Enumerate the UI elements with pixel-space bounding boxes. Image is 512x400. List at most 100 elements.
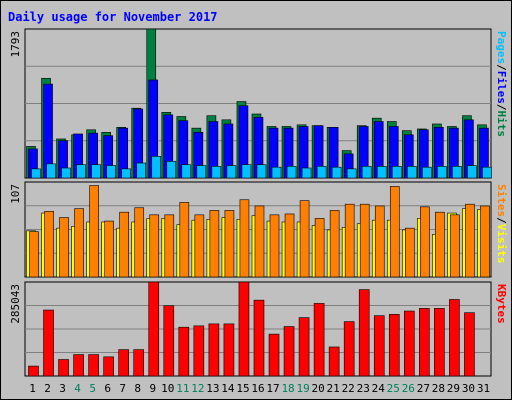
bar-kbytes-17 [268, 333, 280, 377]
x-tick-label-9: 9 [149, 382, 156, 395]
bar-sites-7 [119, 211, 129, 278]
x-tick-label-22: 22 [342, 382, 355, 395]
x-tick-label-27: 27 [417, 382, 430, 395]
x-tick-label-8: 8 [134, 382, 141, 395]
legend-item-visits_sites-0: Sites [495, 184, 508, 217]
x-tick-label-14: 14 [221, 382, 235, 395]
bar-pages-28 [437, 166, 447, 179]
bar-kbytes-25 [388, 314, 400, 377]
x-tick-label-24: 24 [372, 382, 386, 395]
bar-pages-4 [76, 164, 86, 179]
bar-kbytes-8 [133, 349, 145, 377]
bar-sites-9 [149, 214, 160, 278]
bar-sites-22 [344, 203, 355, 278]
bar-kbytes-7 [118, 349, 129, 377]
bar-kbytes-27 [419, 308, 430, 377]
x-tick-label-5: 5 [89, 382, 96, 395]
bar-kbytes-14 [223, 323, 235, 377]
bar-pages-26 [407, 166, 417, 179]
bar-pages-25 [391, 166, 402, 179]
x-tick-label-30: 30 [462, 382, 475, 395]
bar-sites-18 [284, 213, 295, 278]
x-tick-label-10: 10 [161, 382, 174, 395]
bar-sites-20 [314, 218, 325, 278]
x-tick-label-28: 28 [432, 382, 445, 395]
bar-pages-12 [196, 165, 207, 179]
x-tick-label-20: 20 [312, 382, 325, 395]
bar-sites-26 [405, 227, 415, 278]
bar-sites-13 [209, 210, 220, 278]
legend-item-hits_files_pages-0: Pages [495, 31, 508, 64]
bar-sites-28 [435, 211, 445, 278]
bar-pages-7 [121, 168, 131, 179]
bar-pages-9 [151, 156, 162, 179]
bar-sites-1 [29, 231, 39, 278]
bar-sites-21 [329, 210, 340, 278]
chart-title: Daily usage for November 2017 [8, 10, 218, 24]
x-tick-label-1: 1 [29, 382, 36, 395]
bar-kbytes-26 [404, 310, 415, 377]
bar-pages-6 [106, 165, 116, 179]
bar-pages-22 [346, 168, 357, 179]
x-tick-label-29: 29 [447, 382, 460, 395]
bar-kbytes-13 [208, 323, 220, 377]
legend-item-hits_files_pages-4: Hits [495, 111, 508, 138]
x-tick-label-25: 25 [387, 382, 400, 395]
x-tick-label-21: 21 [327, 382, 340, 395]
x-tick-label-11: 11 [176, 382, 189, 395]
bar-pages-14 [226, 165, 237, 179]
bar-pages-27 [422, 166, 432, 179]
legend-item-hits_files_pages-2: Files [495, 71, 508, 104]
ymax-label-hits_files_pages: 1793 [9, 31, 22, 58]
x-tick-label-7: 7 [119, 382, 126, 395]
bar-sites-8 [134, 207, 145, 278]
x-tick-label-4: 4 [74, 382, 81, 395]
bar-pages-8 [136, 162, 147, 179]
bar-pages-30 [467, 165, 477, 179]
bar-kbytes-30 [464, 312, 475, 377]
x-tick-label-3: 3 [59, 382, 66, 395]
bar-kbytes-18 [283, 326, 295, 377]
bar-kbytes-12 [193, 325, 205, 377]
bar-sites-15 [239, 199, 250, 278]
legend-visits_sites: Sites/Visits [495, 184, 508, 264]
bar-sites-30 [465, 203, 475, 278]
bar-pages-10 [166, 161, 177, 179]
bar-kbytes-24 [373, 315, 385, 377]
bar-sites-19 [299, 200, 310, 278]
legend-item-visits_sites-2: Visits [495, 224, 508, 264]
legend-item-visits_sites-1: / [495, 217, 508, 224]
bar-kbytes-4 [73, 354, 84, 377]
x-tick-label-6: 6 [104, 382, 111, 395]
bar-kbytes-21 [328, 346, 340, 377]
bar-pages-5 [91, 164, 101, 179]
legend-item-kbytes-0: KBytes [495, 284, 508, 324]
bar-kbytes-22 [343, 321, 355, 377]
legend-item-hits_files_pages-3: / [495, 104, 508, 111]
bar-kbytes-3 [58, 359, 69, 377]
legend-item-hits_files_pages-1: / [495, 64, 508, 71]
bar-sites-25 [389, 186, 400, 278]
bar-pages-2 [46, 163, 56, 179]
bar-kbytes-19 [298, 317, 310, 377]
bar-kbytes-1 [28, 365, 39, 377]
bar-pages-13 [211, 166, 222, 179]
bar-sites-29 [450, 214, 460, 278]
bar-pages-23 [361, 166, 372, 179]
bar-kbytes-29 [449, 299, 460, 377]
legend-hits_files_pages: Pages/Files/Hits [495, 31, 508, 137]
bar-sites-6 [104, 220, 114, 278]
bar-kbytes-20 [313, 303, 325, 377]
bar-sites-5 [89, 185, 99, 278]
ymax-label-kbytes: 285043 [9, 284, 22, 324]
bar-pages-18 [286, 166, 297, 179]
bar-kbytes-5 [88, 354, 99, 377]
bar-kbytes-28 [434, 308, 445, 377]
bar-sites-23 [359, 203, 370, 278]
bar-sites-16 [254, 205, 265, 278]
bar-pages-31 [482, 166, 492, 179]
bar-pages-17 [271, 166, 282, 179]
bar-kbytes-2 [43, 309, 54, 377]
x-tick-label-17: 17 [266, 382, 279, 395]
